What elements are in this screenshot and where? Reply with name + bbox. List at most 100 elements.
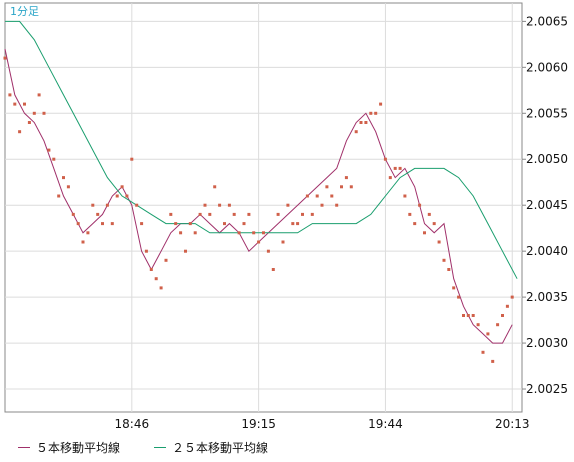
price-point [8,93,12,97]
price-point [213,185,217,189]
price-point [281,240,285,244]
price-point [462,314,465,317]
price-point [501,314,504,317]
price-point [149,268,153,271]
price-point [159,286,163,290]
price-point [105,203,109,207]
price-point [340,185,343,189]
price-point [369,111,373,115]
price-point [447,268,451,271]
y-tick-label: 2.0035 [526,290,568,304]
price-point [81,240,85,244]
price-point [257,240,261,244]
price-point [242,222,246,226]
price-point [223,222,226,226]
price-point [71,212,75,216]
price-point [203,203,207,207]
x-axis: 18:46 19:15 19:44 20:13 [115,417,530,431]
price-point [208,212,212,216]
price-point [271,268,275,271]
price-point [383,157,387,161]
price-point [13,102,17,106]
price-point [296,222,300,226]
price-point [466,314,470,317]
price-point [471,314,475,317]
price-point [320,203,324,207]
price-point [115,194,119,198]
x-tick-label: 18:46 [115,417,150,431]
price-point [169,212,173,216]
plot-background [4,2,523,413]
price-point [144,249,148,253]
price-point [427,212,431,216]
price-point [86,231,90,235]
price-point [110,222,114,226]
period-label: 1分足 [10,5,39,18]
price-point [174,222,178,226]
price-point [237,231,241,235]
price-point [232,212,236,216]
price-point [491,359,495,363]
price-point [91,203,95,207]
price-point [335,203,339,207]
x-tick-label: 19:44 [368,417,403,431]
price-point [408,212,412,216]
price-point [325,185,329,189]
price-point [266,249,270,253]
price-point [32,111,36,115]
legend: ５本移動平均線 ２５本移動平均線 [0,435,574,462]
price-point [496,323,500,327]
price-point [62,176,65,180]
y-tick-label: 2.0030 [526,336,568,350]
price-point [198,212,202,216]
ma25-line [5,20,518,279]
price-point [510,295,514,299]
price-point [344,176,348,180]
legend-item-ma25: ２５本移動平均線 [154,439,268,456]
price-point [57,194,61,198]
price-point [193,231,197,235]
y-tick-label: 2.0040 [526,244,568,258]
price-point [3,56,7,60]
y-tick-label: 2.0065 [526,14,568,28]
price-point [42,111,46,115]
price-point [188,222,192,226]
price-point [418,203,422,207]
price-point [398,166,402,170]
price-point [423,231,426,235]
price-point [457,295,461,299]
price-point [179,231,183,235]
price-point [120,185,124,189]
y-axis: 2.0025 2.0030 2.0035 2.0040 2.0045 2.0050 2.00… [522,14,568,396]
legend-swatch-ma25 [154,447,166,448]
price-point [252,231,256,235]
price-point [413,222,417,226]
price-point [315,194,319,198]
legend-label-ma5: ５本移動平均線 [36,441,121,455]
price-point [135,203,139,207]
legend-label-ma25: ２５本移動平均線 [172,441,269,455]
price-point [164,258,168,262]
price-point [27,121,31,124]
price-point [125,194,129,198]
price-point [388,176,392,180]
legend-item-ma5: ５本移動平均線 [18,439,120,456]
price-point [262,231,265,235]
price-point [96,212,100,216]
price-point [286,203,290,207]
price-point [247,212,251,216]
price-point [227,203,231,207]
legend-swatch-ma5 [18,447,30,448]
price-point [393,166,397,170]
price-point [76,222,80,226]
price-point [276,212,280,216]
price-chart: 2.0025 2.0030 2.0035 2.0040 2.0045 2.0050 2.00… [3,2,568,431]
price-point [486,332,490,336]
price-point [218,203,222,207]
price-point [101,222,104,226]
price-point [403,194,407,198]
price-point [379,102,383,106]
price-point [66,185,70,189]
x-tick-label: 19:15 [241,417,276,431]
